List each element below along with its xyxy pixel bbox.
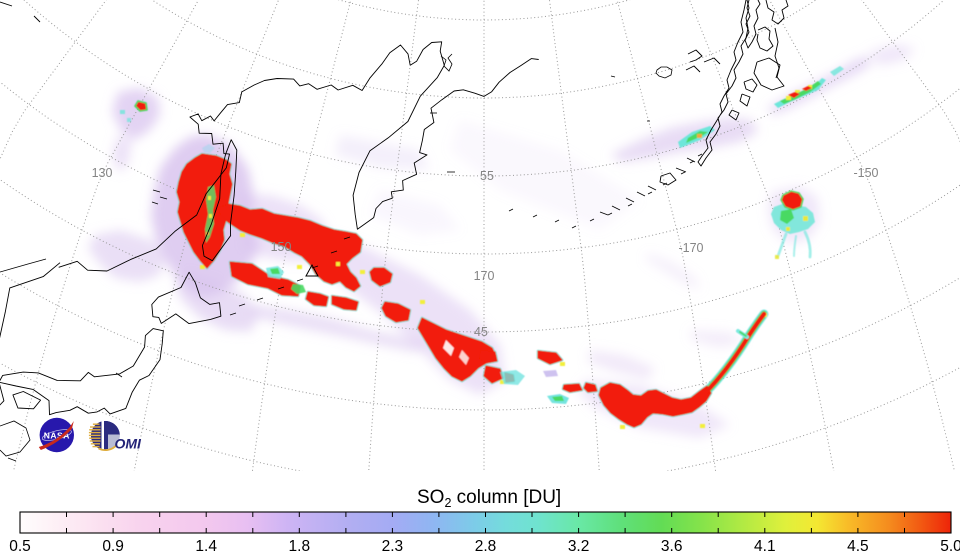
svg-text:5.0: 5.0 bbox=[940, 538, 960, 552]
svg-text:3.2: 3.2 bbox=[568, 538, 590, 552]
svg-text:-170: -170 bbox=[678, 241, 703, 255]
svg-text:4.5: 4.5 bbox=[847, 538, 869, 552]
svg-text:OMI: OMI bbox=[115, 436, 143, 452]
svg-text:170: 170 bbox=[474, 269, 495, 283]
svg-text:55: 55 bbox=[480, 169, 494, 183]
svg-text:2.8: 2.8 bbox=[475, 538, 497, 552]
svg-text:130: 130 bbox=[92, 166, 113, 180]
svg-text:4.1: 4.1 bbox=[754, 538, 776, 552]
svg-text:1.8: 1.8 bbox=[289, 538, 311, 552]
svg-text:3.6: 3.6 bbox=[661, 538, 683, 552]
svg-text:0.9: 0.9 bbox=[102, 538, 124, 552]
svg-text:45: 45 bbox=[474, 325, 488, 339]
svg-text:SO2 column [DU]: SO2 column [DU] bbox=[417, 487, 561, 510]
svg-text:150: 150 bbox=[271, 240, 292, 254]
svg-text:1.4: 1.4 bbox=[195, 538, 217, 552]
svg-text:NASA: NASA bbox=[44, 430, 70, 440]
svg-text:-150: -150 bbox=[853, 166, 878, 180]
svg-text:2.3: 2.3 bbox=[382, 538, 404, 552]
svg-text:0.5: 0.5 bbox=[9, 538, 31, 552]
